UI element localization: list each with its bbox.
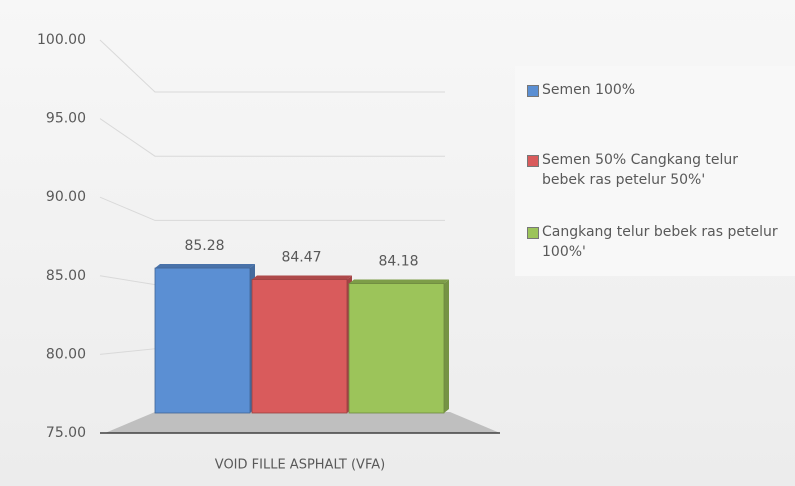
legend-swatch xyxy=(527,85,539,97)
legend-item: Semen 50% Cangkang telur bebek ras petel… xyxy=(527,150,782,190)
grid-line xyxy=(99,118,445,157)
bar xyxy=(251,275,352,414)
data-label: 84.47 xyxy=(281,249,321,265)
bar-front xyxy=(154,267,251,414)
bar-top xyxy=(155,264,255,269)
floor xyxy=(105,412,500,433)
legend-item: Semen 100% xyxy=(527,80,782,100)
legend-label: Semen 100% xyxy=(542,82,636,98)
legend-label: Semen 50% Cangkang telur bebek ras petel… xyxy=(542,152,739,188)
legend-swatch xyxy=(527,227,539,239)
legend-item: Cangkang telur bebek ras petelur 100%' xyxy=(527,222,782,262)
y-tick-label: 80.00 xyxy=(46,346,86,362)
bar-top xyxy=(252,275,352,280)
data-label: 85.28 xyxy=(184,238,224,254)
y-tick-label: 100.00 xyxy=(37,32,86,48)
y-tick-label: 75.00 xyxy=(46,425,86,441)
bar-side xyxy=(444,279,449,413)
y-tick-label: 90.00 xyxy=(46,189,86,205)
data-label: 84.18 xyxy=(378,254,418,270)
bar-front xyxy=(251,279,348,414)
legend-label: Cangkang telur bebek ras petelur 100%' xyxy=(542,224,778,260)
bar xyxy=(154,264,255,414)
bar-front xyxy=(348,283,445,414)
grid-line xyxy=(99,196,445,221)
grid-line xyxy=(99,39,445,93)
legend-swatch xyxy=(527,155,539,167)
y-tick-label: 85.00 xyxy=(46,268,86,284)
bar-top xyxy=(349,279,449,284)
bar xyxy=(348,279,449,414)
x-tick-label: VOID FILLE ASPHALT (VFA) xyxy=(215,458,385,473)
legend: Semen 100% Semen 50% Cangkang telur bebek… xyxy=(515,66,795,276)
y-tick-label: 95.00 xyxy=(46,111,86,127)
